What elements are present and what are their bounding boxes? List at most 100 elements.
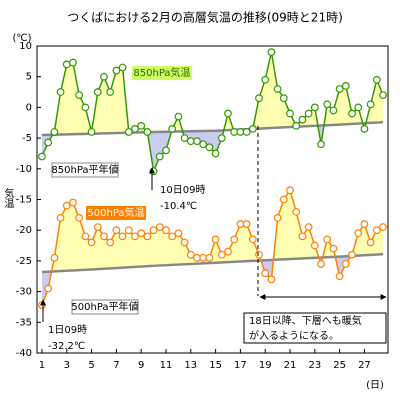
y-label: 気温 <box>2 187 14 208</box>
point <box>366 238 375 247</box>
point <box>255 250 263 259</box>
y-tick-label: 0 <box>26 102 32 113</box>
point <box>354 229 363 238</box>
annotation: 18日以降、下層へも暖気 <box>249 314 362 327</box>
point <box>149 167 158 176</box>
legend-label: 850hPa平年値 <box>51 163 118 176</box>
point <box>323 100 332 109</box>
point <box>186 250 195 259</box>
x-tick-label: 23 <box>308 360 321 371</box>
point <box>93 223 102 232</box>
annotation: 1日09時 <box>48 324 87 336</box>
legend-label: 500hPa平年値 <box>71 300 138 313</box>
point <box>106 88 115 96</box>
point <box>62 60 71 69</box>
point <box>273 214 282 222</box>
point <box>93 88 102 96</box>
y-tick-label: -30 <box>16 287 32 298</box>
point <box>366 100 375 109</box>
point <box>379 223 387 232</box>
legend-label: 500hPa気温 <box>87 206 144 219</box>
point <box>224 247 232 256</box>
point <box>87 128 96 136</box>
point <box>335 272 344 281</box>
point <box>267 48 276 57</box>
point <box>298 232 307 241</box>
point <box>379 91 387 100</box>
point <box>360 124 369 133</box>
point <box>279 195 288 204</box>
point <box>112 66 121 75</box>
point <box>112 226 121 235</box>
point <box>124 226 133 235</box>
point <box>174 112 183 121</box>
y-tick-label: -35 <box>16 317 32 328</box>
point <box>100 72 108 81</box>
point <box>261 75 270 84</box>
note-box <box>243 312 387 344</box>
point <box>69 58 77 67</box>
legend-label: 850hPa気温 <box>133 66 190 79</box>
point <box>286 109 294 118</box>
point <box>81 232 90 241</box>
point <box>106 238 115 247</box>
normal-line <box>41 252 384 274</box>
point <box>348 250 356 259</box>
y-tick-label: -25 <box>16 256 32 267</box>
y-tick-label: -5 <box>22 133 32 144</box>
x-tick-label: 17 <box>234 360 247 371</box>
point <box>372 75 381 84</box>
point <box>168 232 177 241</box>
point <box>242 220 251 228</box>
point <box>255 94 263 103</box>
point <box>360 220 369 228</box>
point <box>205 143 214 152</box>
point <box>335 85 344 93</box>
point <box>44 138 53 147</box>
point <box>56 214 65 222</box>
point <box>261 269 270 278</box>
point <box>279 94 288 103</box>
point <box>162 146 170 155</box>
point <box>162 226 170 235</box>
x-tick-label: 9 <box>138 360 144 371</box>
point <box>310 241 319 250</box>
x-tick-label: 13 <box>184 360 197 371</box>
point <box>310 103 319 112</box>
point <box>329 244 338 253</box>
y-unit: (℃) <box>12 33 31 44</box>
point <box>56 88 65 96</box>
annotation: 10日09時 <box>160 184 205 196</box>
point <box>143 128 152 136</box>
point <box>75 214 84 222</box>
point <box>180 134 189 143</box>
point <box>267 275 276 284</box>
point <box>75 91 84 100</box>
point <box>348 109 356 118</box>
point <box>69 198 77 207</box>
point <box>199 140 208 149</box>
annotation: -32.2℃ <box>48 341 85 352</box>
point <box>100 232 108 241</box>
point <box>211 149 220 158</box>
legend-box <box>86 206 146 220</box>
x-tick-label: 25 <box>333 360 346 371</box>
point <box>230 235 239 244</box>
point <box>38 152 46 161</box>
point <box>124 128 133 136</box>
y-tick-label: -15 <box>16 195 32 206</box>
point <box>292 121 301 130</box>
y-tick-label: -20 <box>16 225 32 236</box>
point <box>304 223 313 232</box>
point <box>155 152 164 161</box>
point <box>242 128 251 136</box>
x-tick-label: 1 <box>39 360 45 371</box>
point <box>273 85 282 93</box>
point <box>304 109 313 118</box>
point <box>317 260 325 268</box>
point <box>44 284 53 293</box>
point <box>87 238 96 247</box>
point <box>137 121 146 130</box>
